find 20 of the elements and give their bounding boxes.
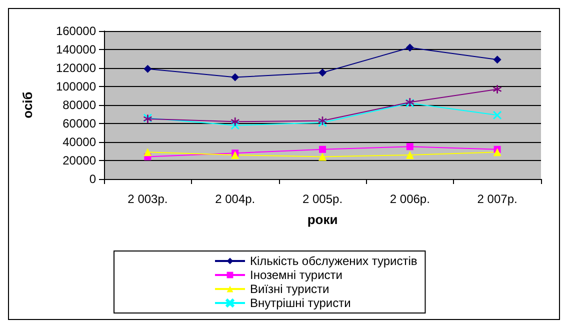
y-tick-label: 120000 xyxy=(56,61,96,75)
x-tick-label: 2 003р. xyxy=(128,192,168,206)
y-tick-label: 60000 xyxy=(62,116,96,130)
y-axis-title: осіб xyxy=(20,92,35,118)
y-tick-label: 160000 xyxy=(56,24,96,38)
legend-label: Внутрішні туристи xyxy=(250,296,351,310)
x-axis-title: роки xyxy=(307,212,338,227)
x-tick-label: 2 006р. xyxy=(390,192,430,206)
legend-label: Іноземні туристи xyxy=(250,268,342,282)
x-tick-label: 2 005р. xyxy=(302,192,343,206)
y-tick-label: 100000 xyxy=(56,80,96,94)
legend-label: Кількість обслужених туристів xyxy=(250,254,418,268)
y-tick-label: 140000 xyxy=(56,42,96,56)
y-tick-label: 80000 xyxy=(62,98,96,112)
y-tick-label: 40000 xyxy=(62,135,96,149)
x-tick-label: 2 007р. xyxy=(477,192,518,206)
y-tick-label: 20000 xyxy=(62,154,96,168)
x-tick-label: 2 004р. xyxy=(215,192,256,206)
legend-label: Виїзні туристи xyxy=(250,282,330,296)
y-tick-label: 0 xyxy=(89,172,96,186)
